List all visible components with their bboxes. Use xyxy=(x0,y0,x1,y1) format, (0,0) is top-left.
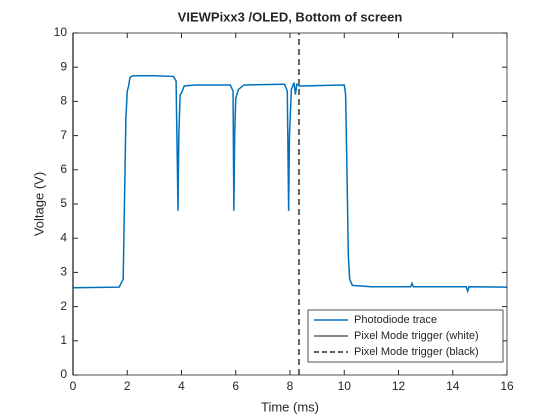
x-tick-label: 14 xyxy=(446,379,460,393)
y-tick-label: 10 xyxy=(54,25,68,39)
x-tick-label: 0 xyxy=(70,379,77,393)
x-tick-label: 10 xyxy=(338,379,352,393)
x-tick-label: 12 xyxy=(392,379,406,393)
y-tick-label: 6 xyxy=(60,162,67,176)
y-tick-label: 0 xyxy=(60,367,67,381)
x-tick-label: 2 xyxy=(124,379,131,393)
x-tick-label: 4 xyxy=(178,379,185,393)
y-axis-label: Voltage (V) xyxy=(31,172,46,236)
series-line xyxy=(72,75,508,294)
chart-title: VIEWPixx3 /OLED, Bottom of screen xyxy=(178,9,403,24)
y-tick-label: 5 xyxy=(60,196,67,210)
x-axis-label: Time (ms) xyxy=(261,399,319,414)
y-tick-label: 3 xyxy=(60,265,67,279)
y-tick-label: 2 xyxy=(60,299,67,313)
legend-label: Photodiode trace xyxy=(354,314,437,326)
x-tick-label: 8 xyxy=(287,379,294,393)
axes-box xyxy=(72,32,508,376)
x-tick-label: 16 xyxy=(500,379,514,393)
legend-label: Pixel Mode trigger (black) xyxy=(354,346,479,358)
y-tick-label: 8 xyxy=(60,94,67,108)
x-tick-label: 6 xyxy=(232,379,239,393)
y-tick-label: 4 xyxy=(60,230,67,244)
y-tick-label: 1 xyxy=(60,333,67,347)
legend-label: Pixel Mode trigger (white) xyxy=(354,330,479,342)
y-tick-label: 9 xyxy=(60,59,67,73)
y-tick-label: 7 xyxy=(60,128,67,142)
